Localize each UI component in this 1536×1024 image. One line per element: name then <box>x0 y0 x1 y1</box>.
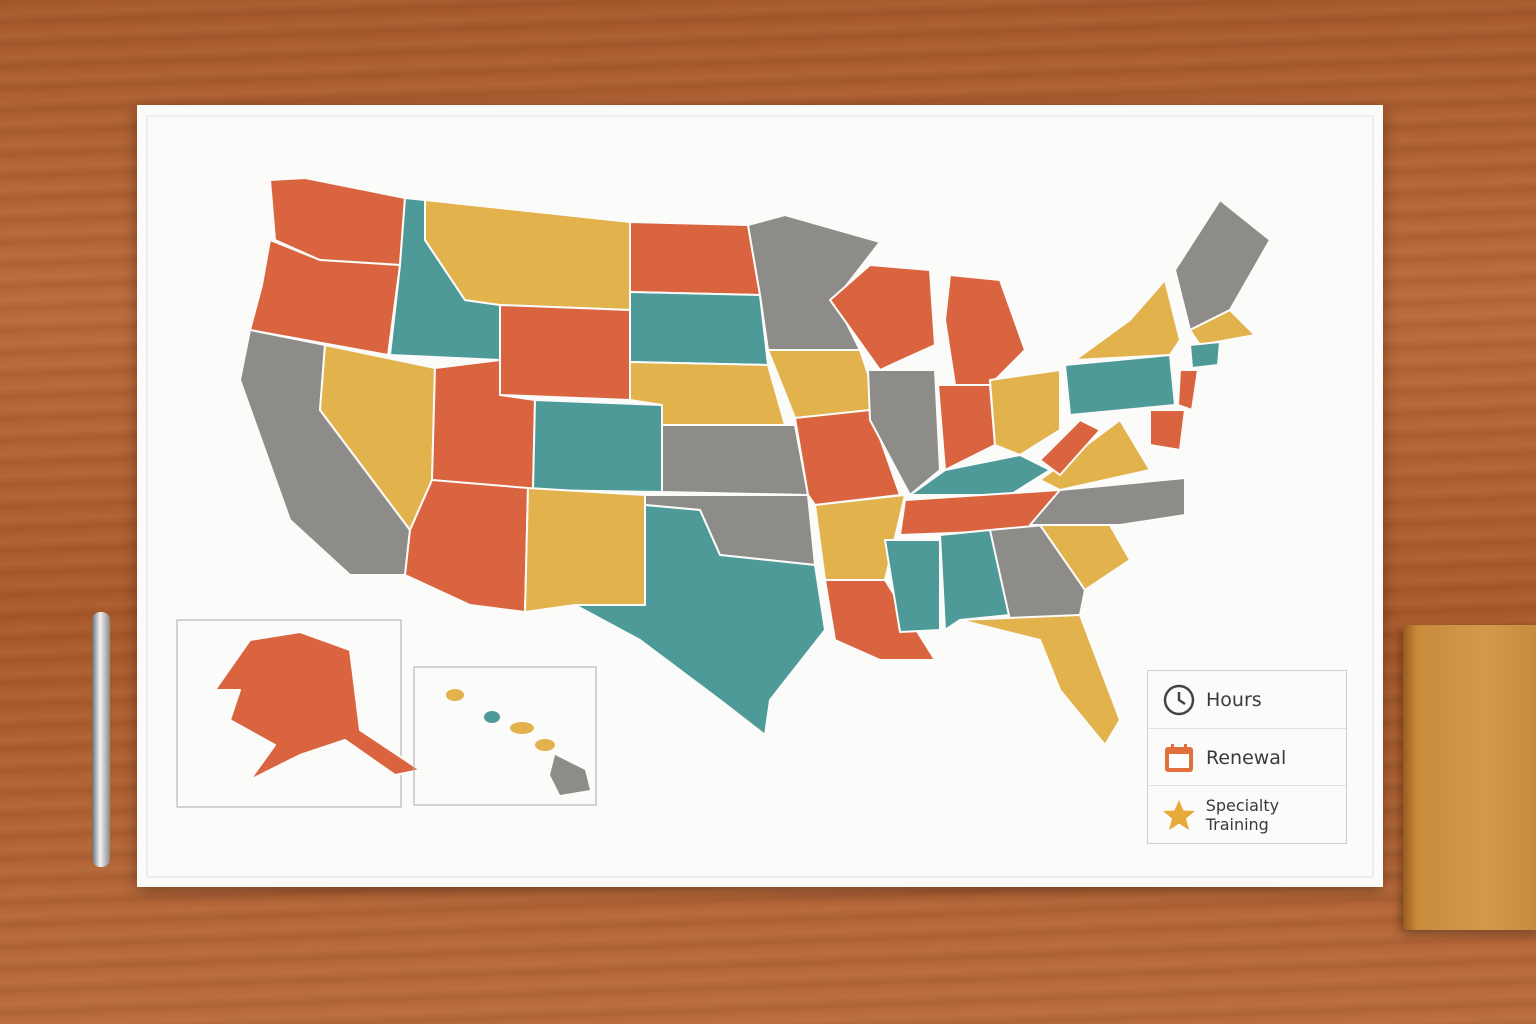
state <box>944 274 1026 386</box>
state <box>884 539 941 633</box>
state <box>824 579 936 661</box>
state <box>1039 419 1151 491</box>
state <box>1074 279 1181 361</box>
pen <box>92 612 110 867</box>
state <box>1039 419 1101 476</box>
map-poster: Hours Renewal Specialty Training <box>137 105 1383 887</box>
alaska-inset <box>176 619 402 808</box>
legend-label: Renewal <box>1206 746 1287 769</box>
state <box>1189 309 1256 346</box>
state <box>1174 199 1271 331</box>
legend-item: Specialty Training <box>1148 785 1346 843</box>
state <box>404 479 529 613</box>
legend-item: Renewal <box>1148 728 1346 786</box>
state <box>939 529 1011 631</box>
state <box>499 304 631 401</box>
book <box>1403 625 1536 930</box>
state <box>629 221 761 296</box>
state <box>867 369 941 496</box>
clock-icon <box>1163 684 1195 715</box>
state <box>1064 354 1176 416</box>
poster-border <box>146 115 1374 878</box>
state <box>249 239 401 356</box>
state <box>214 631 421 781</box>
legend-label: Specialty Training <box>1205 795 1280 834</box>
state <box>629 291 769 366</box>
state <box>661 424 809 496</box>
legend: Hours Renewal Specialty Training <box>1147 670 1347 844</box>
state <box>989 369 1061 456</box>
legend-item: Hours <box>1148 671 1346 728</box>
state <box>1149 409 1186 451</box>
state <box>829 264 936 371</box>
state <box>532 399 663 493</box>
state <box>574 504 826 736</box>
legend-label: Hours <box>1206 688 1262 711</box>
hawaii <box>446 689 590 795</box>
state <box>1029 477 1186 526</box>
state <box>1189 341 1221 369</box>
state <box>937 384 996 471</box>
state <box>959 614 1121 746</box>
hawaii-inset <box>413 666 597 806</box>
star-icon <box>1163 799 1195 830</box>
us-map <box>146 115 1374 878</box>
state <box>767 349 881 419</box>
state <box>1177 369 1199 411</box>
calendar-icon <box>1165 743 1193 772</box>
state <box>524 487 646 613</box>
states <box>239 177 1271 746</box>
